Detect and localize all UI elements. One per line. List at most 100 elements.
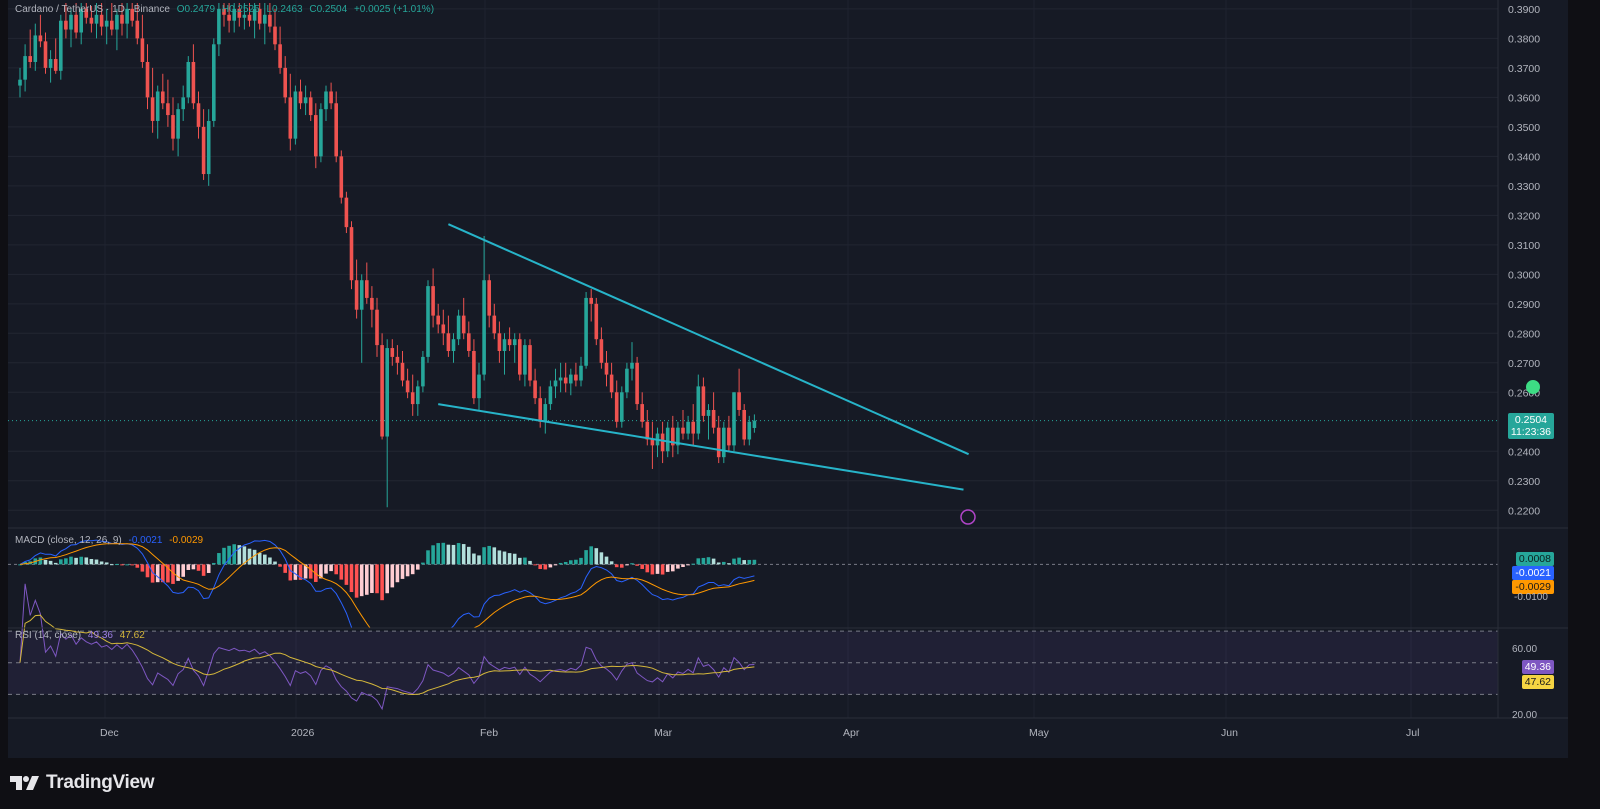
macd-histogram-bar (79, 556, 83, 565)
ohlc-close: C0.2504 (309, 4, 348, 15)
price-tick-label: 0.3300 (1508, 181, 1540, 193)
candle-body (614, 392, 619, 422)
price-tick-label: 0.3800 (1508, 33, 1540, 45)
candle-body (298, 91, 303, 104)
macd-histogram-bar (410, 564, 415, 575)
macd-histogram-bar (130, 564, 134, 566)
rsi-value: 49.36 (87, 630, 113, 641)
macd-histogram-bar (217, 553, 221, 565)
macd-histogram-bar (104, 562, 109, 565)
candle-body (620, 392, 624, 422)
candle-body (625, 368, 629, 393)
macd-histogram-bar (665, 564, 670, 572)
candle-body (48, 59, 53, 68)
candle-body (650, 439, 655, 446)
candle-body (201, 126, 206, 175)
candle-body (533, 380, 537, 399)
candle-body (38, 35, 43, 42)
macd-histogram-bar (120, 564, 124, 566)
macd-histogram-bar (278, 564, 282, 567)
macd-histogram-bar (543, 564, 548, 570)
macd-histogram-bar (43, 559, 48, 565)
macd-histogram-bar (319, 564, 323, 579)
price-axis: 0.3900 0.3800 0.3700 0.3600 0.3500 0.3400 0.33… (1508, 4, 1540, 517)
macd-histogram-bar (344, 564, 349, 585)
macd-histogram-bar (604, 556, 609, 565)
candle-body (716, 427, 721, 458)
macd-histogram-bar (533, 564, 537, 566)
candles (18, 3, 757, 508)
candle-body (268, 14, 272, 27)
macd-histogram-bar (38, 557, 43, 565)
macd-histogram-bar (339, 564, 344, 580)
candle-body (263, 14, 267, 24)
candle-body (446, 333, 451, 351)
candle-body (426, 286, 430, 357)
candle-body (665, 427, 670, 452)
candle-body (365, 280, 369, 298)
macd-histogram-bar (640, 564, 644, 569)
candle-body (671, 427, 675, 446)
macd-histogram-bar (716, 562, 721, 565)
macd-histogram-bar (48, 560, 53, 565)
macd-histogram-bar (324, 564, 328, 574)
candle-body (186, 61, 191, 98)
macd-histogram-bar (589, 546, 593, 565)
macd-histogram-bar (650, 564, 655, 575)
candle-body (635, 362, 639, 405)
candle-body (400, 362, 405, 381)
macd-histogram-bar (523, 557, 527, 565)
grid (8, 0, 1498, 718)
price-tick-label: 0.3700 (1508, 63, 1540, 75)
macd-histogram-bar (660, 564, 665, 575)
macd-histogram-bar (456, 543, 461, 565)
candle-body (395, 356, 400, 363)
tradingview-icon (10, 776, 39, 790)
ohlc-open: O0.2479 (176, 4, 216, 15)
macd-histogram-bar (676, 564, 680, 569)
macd-histogram-bar (446, 544, 451, 565)
candle-body (538, 398, 542, 422)
candle-body (314, 115, 318, 157)
macd-histogram-bar (461, 544, 466, 565)
macd-histogram-bar (94, 559, 99, 565)
macd-histogram-bar (354, 564, 359, 598)
macd-histogram-bar (74, 557, 78, 565)
candle-body (523, 345, 527, 375)
price-tick-label: 0.3900 (1508, 4, 1540, 16)
candle-body (410, 392, 415, 405)
last-price: 0.2504 (1514, 414, 1548, 426)
candle-body (191, 61, 196, 104)
signal-line (19, 543, 755, 628)
macd-histogram-bar (548, 564, 553, 568)
candle-body (150, 97, 155, 121)
candle-body (660, 433, 665, 452)
candle-body (405, 380, 410, 393)
candle-body (354, 280, 359, 310)
macd-histogram-bar (579, 557, 583, 565)
price-chart[interactable]: 0.3900 0.3800 0.3700 0.3600 0.3500 0.3400 0.33… (8, 0, 1568, 758)
macd-histogram-bar (518, 557, 522, 565)
candle-body (339, 156, 344, 198)
candle-body (23, 56, 27, 80)
candle-body (99, 14, 104, 27)
macd-histogram-bar (283, 564, 287, 573)
macd-histogram-bar (706, 557, 711, 565)
candle-body (528, 345, 532, 381)
tradingview-logo[interactable]: TradingView (10, 772, 155, 794)
macd-histogram-bar (655, 564, 660, 574)
candle-body (222, 8, 226, 15)
macd-label: MACD (close, 12, 26, 9) (15, 535, 122, 546)
macd-histogram-bar (365, 564, 369, 595)
time-axis: Dec 2026 Feb Mar Apr May Jun Jul (100, 727, 1419, 739)
macd-histogram-bar (732, 558, 736, 565)
macd-histogram-bar (89, 558, 94, 565)
candle-body (217, 8, 221, 45)
signal-value: -0.0029 (169, 535, 204, 546)
macd-histogram-bar (671, 564, 675, 572)
rsi-legend: RSI (14, close) 49.36 47.62 (15, 630, 149, 641)
candle-body (747, 421, 752, 440)
candle-body (324, 91, 328, 110)
macd-histogram-bar (436, 543, 440, 565)
macd-histogram-bar (686, 564, 690, 566)
